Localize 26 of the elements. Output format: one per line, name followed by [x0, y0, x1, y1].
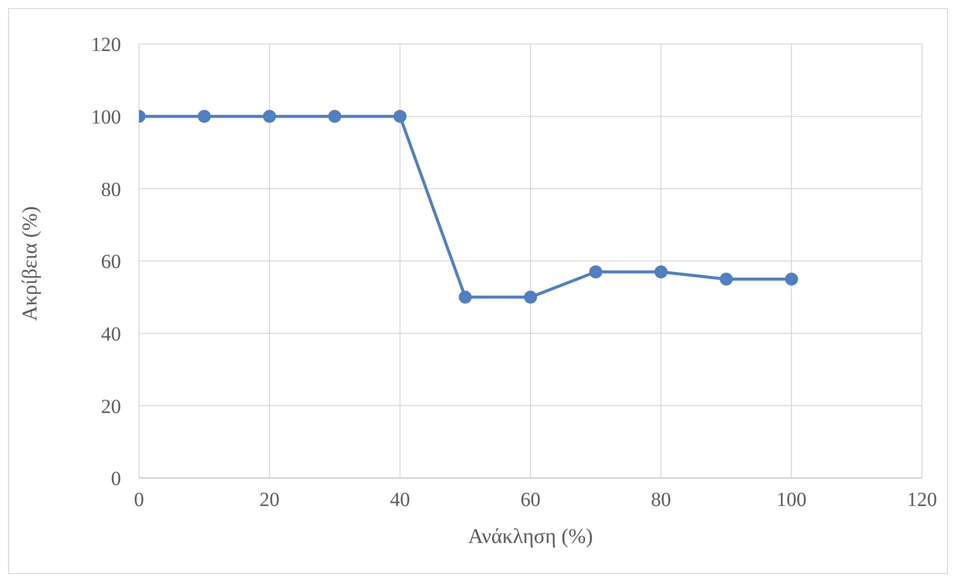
y-axis-title: Ακρίβεια (%): [17, 206, 42, 321]
point: [589, 265, 602, 278]
x-axis-title: Ανάκληση (%): [468, 524, 593, 548]
y-tick-label: 100: [91, 106, 121, 128]
y-tick-label: 40: [101, 323, 121, 346]
x-tick-label: 100: [776, 489, 806, 512]
x-tick-label: 40: [390, 489, 410, 512]
point: [654, 265, 668, 278]
point: [263, 110, 276, 123]
x-tick-label: 0: [134, 489, 144, 512]
y-tick-label: 80: [101, 178, 121, 201]
y-tick-label: 20: [101, 396, 121, 418]
point: [328, 110, 342, 123]
y-tick-label: 0: [111, 468, 121, 490]
point: [198, 110, 211, 123]
x-tick-label: 20: [260, 489, 280, 512]
point: [524, 290, 537, 304]
y-tick-label: 60: [101, 251, 121, 274]
x-tick-label: 60: [520, 489, 540, 512]
x-tick-label: 80: [651, 489, 671, 512]
point: [785, 272, 798, 286]
point: [394, 110, 406, 123]
y-tick-label: 120: [91, 34, 121, 56]
point: [720, 272, 733, 286]
x-tick-label: 120: [907, 489, 937, 512]
point: [458, 290, 472, 304]
